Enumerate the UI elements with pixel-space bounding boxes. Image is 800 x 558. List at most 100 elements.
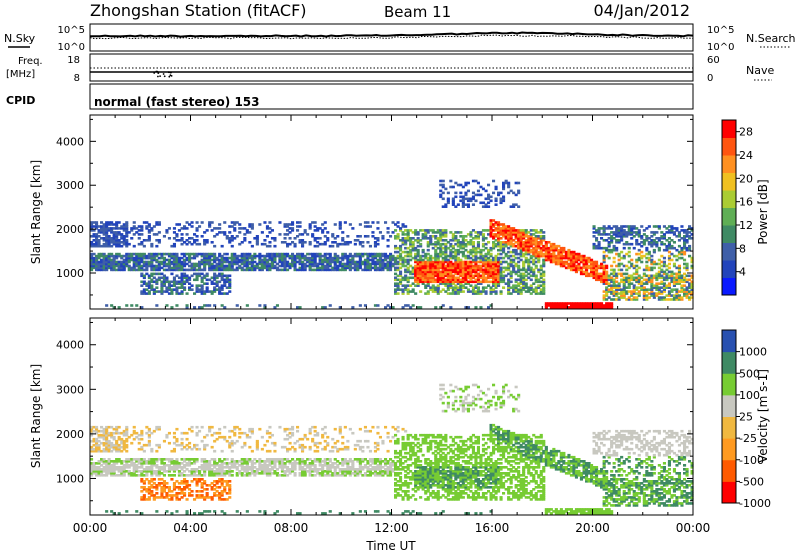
velocity-echo-cell xyxy=(125,450,128,453)
station-title: Zhongshan Station (fitACF) xyxy=(90,1,307,20)
velocity-echo-cell xyxy=(118,426,121,429)
power-echo-cell xyxy=(479,194,482,197)
power-echo-cell xyxy=(263,239,266,242)
power-echo-cell xyxy=(613,257,616,260)
beam-label: Beam 11 xyxy=(384,3,451,21)
power-echo-cell xyxy=(678,265,681,268)
velocity-echo-cell xyxy=(173,474,176,477)
power-echo-cell xyxy=(150,243,153,246)
power-colorbar-tick-label: 24 xyxy=(739,149,753,162)
power-echo-cell xyxy=(359,235,362,238)
power-echo-cell xyxy=(447,192,450,195)
power-echo-cell xyxy=(299,225,302,228)
power-echo-cell xyxy=(668,267,671,270)
power-ytick-label: 4000 xyxy=(56,135,84,148)
freq-blip xyxy=(163,73,165,75)
power-echo-cell xyxy=(276,304,279,307)
power-echo-cell xyxy=(482,233,485,236)
power-echo-cell xyxy=(349,241,352,244)
power-echo-cell xyxy=(173,243,176,246)
power-echo-cell xyxy=(630,259,633,262)
velocity-echo-cell xyxy=(170,512,173,515)
power-echo-cell xyxy=(359,304,362,307)
power-echo-cell xyxy=(369,245,372,248)
power-echo-cell xyxy=(191,225,194,228)
noise-right-tick-bottom: 10^0 xyxy=(707,42,734,53)
velocity-echo-cell xyxy=(191,430,194,433)
power-echo-cell xyxy=(562,247,565,250)
power-echo-cell xyxy=(485,290,488,293)
power-echo-cell xyxy=(238,231,241,234)
velocity-echo-cell xyxy=(206,444,209,447)
power-echo-cell xyxy=(178,223,181,226)
power-echo-cell xyxy=(341,231,344,234)
velocity-echo-cell xyxy=(135,510,138,513)
velocity-echo-cell xyxy=(196,426,199,429)
velocity-echo-cell xyxy=(130,442,133,445)
power-echo-cell xyxy=(487,184,490,187)
power-echo-cell xyxy=(278,221,281,224)
power-echo-cell xyxy=(422,249,425,252)
power-echo-cell xyxy=(191,284,194,287)
power-echo-cell xyxy=(688,245,691,248)
freq-blip xyxy=(153,72,155,74)
velocity-echo-cell xyxy=(165,482,168,485)
power-echo-cell xyxy=(196,235,199,238)
power-echo-cell xyxy=(613,269,616,272)
power-echo-cell xyxy=(213,253,216,256)
power-echo-cell xyxy=(211,241,214,244)
velocity-echo-cell xyxy=(206,488,209,491)
power-echo-cell xyxy=(193,306,196,309)
power-echo-cell xyxy=(615,247,618,250)
power-echo-cell xyxy=(449,306,452,309)
power-echo-cell xyxy=(454,192,457,195)
power-echo-cell xyxy=(223,306,226,309)
power-echo-cell xyxy=(387,227,390,230)
power-echo-cell xyxy=(412,288,415,291)
power-echo-cell xyxy=(201,221,204,224)
power-echo-cell xyxy=(236,304,239,307)
velocity-echo-cell xyxy=(148,440,151,443)
power-echo-cell xyxy=(133,245,136,248)
power-echo-cell xyxy=(334,223,337,226)
power-echo-cell xyxy=(670,259,673,262)
power-echo-cell xyxy=(125,239,128,242)
power-echo-cell xyxy=(442,198,445,201)
power-echo-cell xyxy=(233,227,236,230)
power-echo-cell xyxy=(444,188,447,191)
power-echo-cell xyxy=(326,237,329,240)
power-echo-cell xyxy=(331,233,334,236)
power-echo-cell xyxy=(387,231,390,234)
power-echo-cell xyxy=(593,225,596,228)
power-echo-cell xyxy=(366,241,369,244)
power-echo-cell xyxy=(487,205,490,208)
cpid-mode-text: normal (fast stereo) 153 xyxy=(94,95,260,109)
power-echo-cell xyxy=(228,275,231,278)
power-echo-cell xyxy=(133,221,136,224)
power-echo-cell xyxy=(284,237,287,240)
power-echo-cell xyxy=(371,221,374,224)
power-colorbar-swatch xyxy=(722,243,736,261)
power-colorbar-swatch xyxy=(722,190,736,208)
power-echo-cell xyxy=(495,186,498,189)
velocity-echo-cell xyxy=(208,510,211,513)
velocity-echo-cell xyxy=(181,438,184,441)
power-echo-cell xyxy=(143,245,146,248)
power-echo-cell xyxy=(306,233,309,236)
velocity-heatmap-cells xyxy=(90,384,694,515)
velocity-echo-cell xyxy=(186,480,189,483)
power-echo-cell xyxy=(502,196,505,199)
power-echo-cell xyxy=(638,267,641,270)
velocity-echo-cell xyxy=(155,492,158,495)
power-echo-cell xyxy=(633,247,636,250)
velocity-echo-cell xyxy=(173,432,176,435)
power-echo-cell xyxy=(324,306,327,309)
velocity-echo-cell xyxy=(153,478,156,481)
power-echo-cell xyxy=(620,251,623,254)
power-echo-cell xyxy=(442,184,445,187)
power-echo-cell xyxy=(201,235,204,238)
power-echo-cell xyxy=(155,304,158,307)
power-echo-cell xyxy=(155,245,158,248)
power-echo-cell xyxy=(158,239,161,242)
